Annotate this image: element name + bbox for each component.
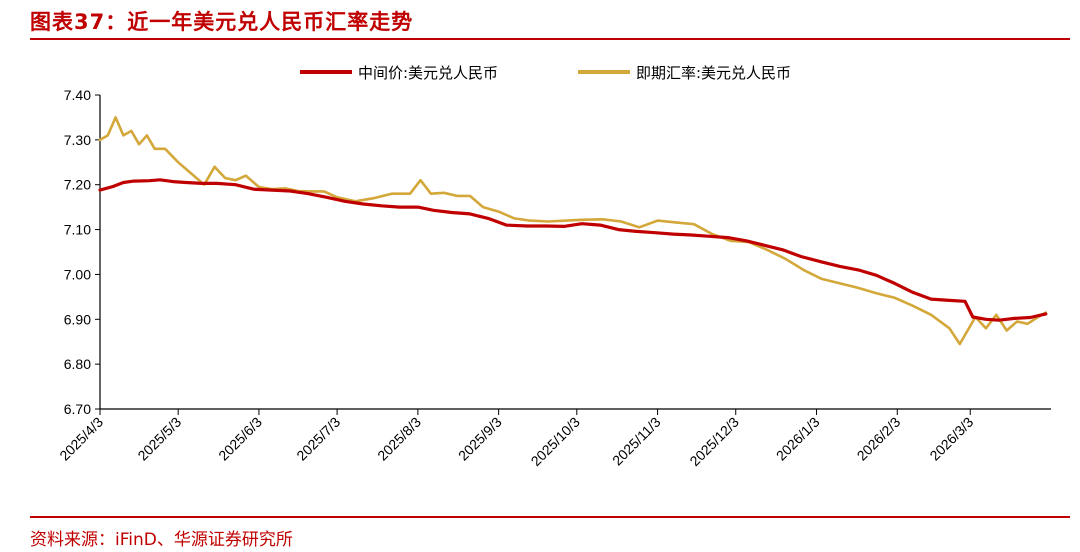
- footer-divider: [30, 516, 1070, 518]
- y-tick-label: 7.10: [64, 222, 91, 238]
- x-tick-label: 2025/6/3: [215, 414, 265, 464]
- x-tick-label: 2025/4/3: [56, 414, 106, 464]
- chart-series: [98, 116, 1048, 346]
- y-tick-label: 7.00: [64, 266, 91, 282]
- legend-label-central: 中间价:美元兑人民币: [358, 64, 498, 82]
- x-tick-label: 2025/11/3: [609, 414, 664, 469]
- series-line-spot-rate: [98, 116, 1048, 346]
- y-tick-label: 6.70: [64, 401, 91, 417]
- chart-axes: 7.40 7.30 7.20 7.10 7.00 6.90 6.80 6.702025/4/3…: [56, 87, 1051, 469]
- x-tick-label: 2026/2/3: [854, 414, 904, 464]
- series-line-central-parity: [98, 178, 1048, 322]
- x-tick-label: 2025/8/3: [374, 414, 424, 464]
- x-tick-label: 2025/7/3: [293, 414, 343, 464]
- title-divider: [30, 38, 1070, 40]
- y-tick-label: 7.30: [64, 132, 91, 148]
- y-tick-label: 6.80: [64, 356, 91, 372]
- y-tick-label: 7.20: [64, 177, 91, 193]
- x-tick-label: 2026/3/3: [927, 414, 977, 464]
- y-tick-label: 7.40: [64, 87, 91, 103]
- x-tick-label: 2025/10/3: [528, 414, 584, 470]
- x-tick-label: 2026/1/3: [773, 414, 823, 464]
- x-tick-label: 2025/5/3: [134, 414, 184, 464]
- y-tick-label: 6.90: [64, 311, 91, 327]
- source-note: 资料来源：iFinD、华源证券研究所: [30, 530, 293, 550]
- legend-label-spot: 即期汇率:美元兑人民币: [636, 64, 791, 82]
- chart-legend: 中间价:美元兑人民币 即期汇率:美元兑人民币: [300, 64, 791, 82]
- x-tick-label: 2025/9/3: [455, 414, 505, 464]
- x-tick-label: 2025/12/3: [686, 414, 742, 470]
- page-title: 图表37：近一年美元兑人民币汇率走势: [30, 10, 414, 34]
